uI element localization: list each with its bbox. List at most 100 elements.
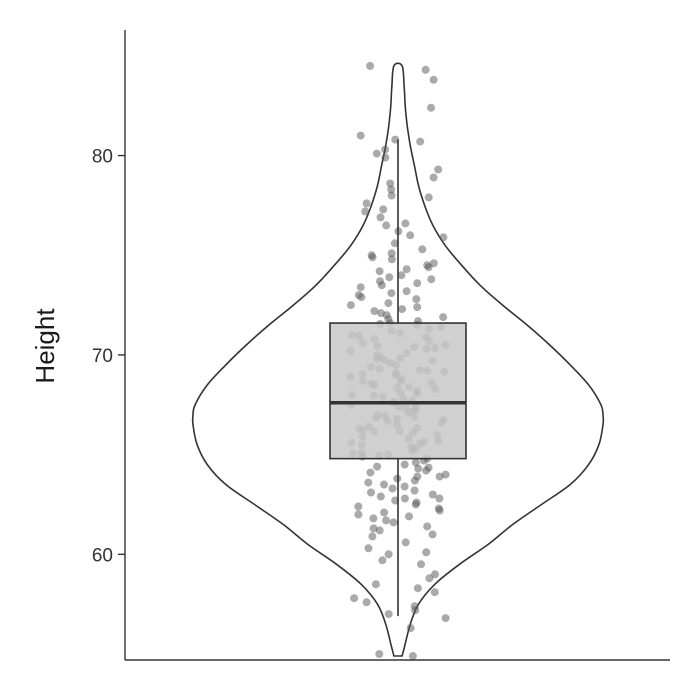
data-point (439, 233, 448, 242)
data-point (413, 472, 422, 481)
data-point (427, 103, 435, 112)
data-point (389, 518, 398, 527)
data-point (413, 279, 422, 288)
data-point (367, 488, 375, 497)
data-point (388, 484, 397, 493)
data-point (370, 307, 379, 316)
data-point (406, 231, 415, 240)
data-point (364, 478, 373, 487)
data-point (377, 309, 385, 318)
data-point (354, 502, 363, 511)
data-point (379, 205, 388, 214)
data-point (380, 508, 389, 517)
data-point (356, 131, 365, 140)
data-point (413, 584, 422, 593)
y-tick-label-80: 80 (92, 147, 113, 168)
data-point (414, 464, 423, 473)
data-point (384, 550, 393, 559)
data-point (406, 624, 415, 633)
data-point (354, 510, 363, 519)
data-point (350, 594, 359, 603)
data-point (372, 149, 381, 158)
data-point (381, 145, 390, 154)
data-point (387, 255, 396, 264)
data-point (435, 494, 444, 503)
data-point (411, 458, 420, 467)
data-point (428, 530, 437, 539)
data-point (356, 283, 365, 292)
data-point (385, 273, 394, 282)
data-point (386, 179, 395, 188)
data-point (429, 75, 438, 84)
data-point (378, 556, 387, 565)
data-point (361, 207, 370, 216)
axis-layer: 60 70 80 (92, 30, 670, 661)
data-point (427, 275, 436, 284)
data-point (368, 532, 377, 541)
data-point (376, 492, 385, 501)
data-point (400, 494, 409, 503)
data-point (423, 261, 432, 270)
data-point (375, 267, 384, 276)
data-point (375, 526, 384, 535)
data-point (387, 289, 396, 298)
data-point (430, 588, 439, 597)
data-point (416, 137, 425, 146)
data-point (398, 305, 407, 314)
data-point (373, 462, 382, 471)
data-point (422, 548, 431, 557)
iqr-box (329, 322, 467, 460)
data-point (400, 482, 409, 491)
data-point (366, 468, 375, 477)
data-point (400, 460, 409, 469)
data-point (402, 287, 411, 296)
data-point (401, 538, 410, 547)
data-point (418, 245, 427, 254)
data-point (412, 295, 421, 304)
data-point (384, 299, 393, 308)
data-point (371, 580, 380, 589)
data-point (369, 514, 378, 523)
data-point (375, 650, 384, 658)
data-point (421, 65, 430, 74)
data-point (384, 610, 393, 619)
data-point (346, 301, 355, 310)
data-point (364, 544, 373, 553)
data-point (362, 598, 371, 607)
data-point (376, 277, 384, 286)
data-point (387, 191, 396, 200)
data-point (435, 472, 444, 481)
data-point (441, 614, 450, 623)
data-point (390, 239, 399, 248)
data-point (423, 522, 432, 531)
data-point (376, 213, 385, 222)
data-point (424, 193, 433, 202)
data-point (397, 271, 406, 280)
data-point (411, 500, 420, 509)
data-point (401, 219, 410, 228)
data-point (413, 303, 422, 312)
data-point (380, 480, 388, 489)
data-point (366, 61, 375, 70)
data-point (429, 173, 438, 182)
data-point (405, 512, 413, 521)
data-point (381, 153, 390, 162)
data-point (434, 504, 443, 513)
data-point (362, 199, 371, 208)
data-point (431, 570, 439, 579)
y-axis-title: Height (30, 308, 60, 384)
data-point (408, 652, 417, 660)
data-point (434, 165, 443, 174)
data-point (424, 463, 433, 472)
data-point (382, 516, 391, 525)
y-tick-label-70: 70 (92, 346, 113, 367)
data-point (425, 574, 434, 583)
data-point (410, 486, 419, 495)
data-point (428, 490, 437, 499)
data-point (382, 221, 391, 230)
data-point (439, 313, 448, 322)
data-point (387, 185, 396, 194)
box-layer (329, 139, 467, 617)
data-point (387, 249, 396, 258)
